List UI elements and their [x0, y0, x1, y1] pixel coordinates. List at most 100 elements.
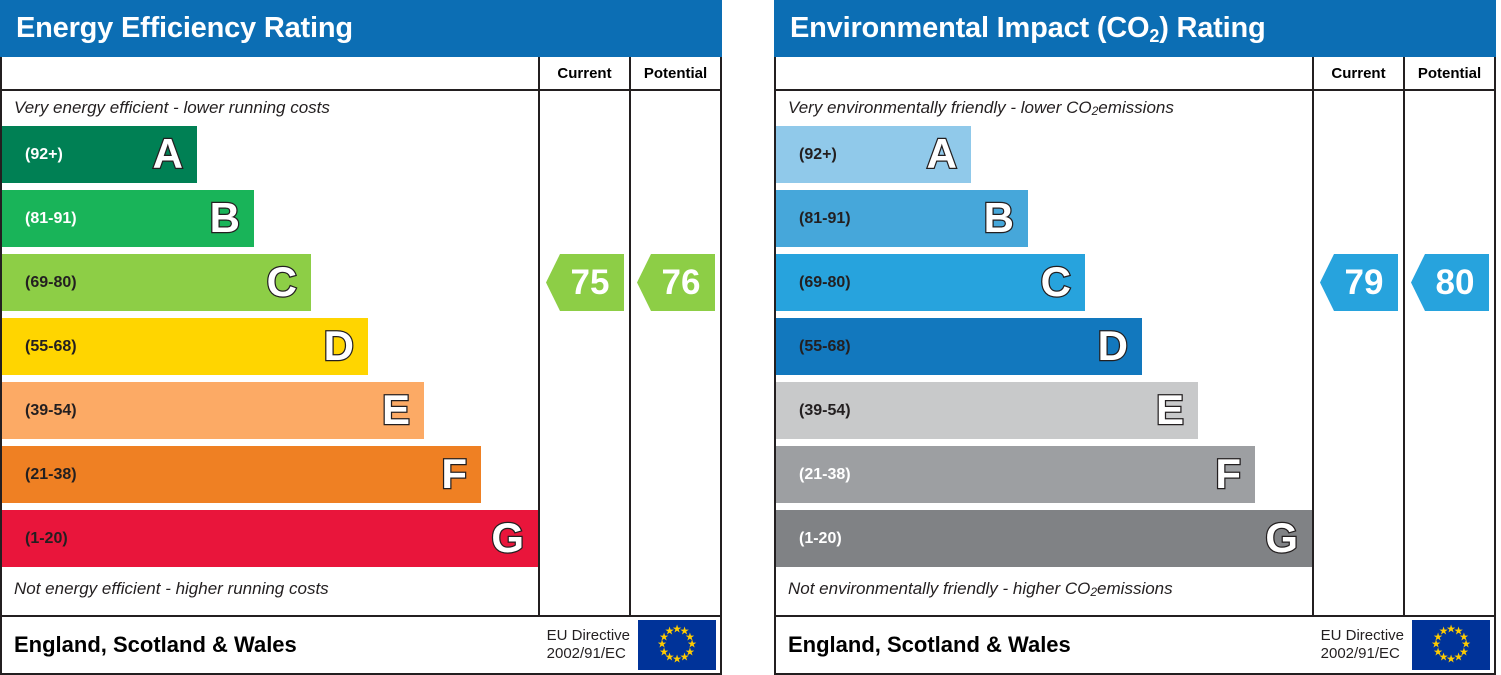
energy-band-range-f: (21-38) — [25, 465, 77, 483]
environmental-caption-top-suffix: emissions — [1098, 97, 1174, 117]
energy-band-letter-e: E — [381, 385, 412, 433]
environmental-band-range-g: (1-20) — [799, 529, 842, 547]
environmental-caption-top-subscript: 2 — [1091, 103, 1099, 118]
energy-band-letter-a: A — [151, 129, 184, 177]
environmental-caption-bottom-subscript: 2 — [1090, 585, 1098, 599]
environmental-band-range-e: (39-54) — [799, 401, 851, 419]
environmental-band-letter-c: C — [1039, 257, 1072, 305]
energy-chart-body: Current Potential Very energy efficient … — [0, 57, 722, 617]
environmental-band-range-f: (21-38) — [799, 465, 851, 483]
environmental-current-value-column: 79 — [1312, 91, 1403, 615]
energy-directive-line-1: EU Directive — [546, 626, 630, 644]
environmental-band-c: (69-80) C — [776, 254, 1085, 311]
environmental-band-b: (81-91) B — [776, 190, 1028, 247]
energy-current-rating-marker: 75 — [546, 254, 624, 311]
energy-footer-directive: EU Directive 2002/91/EC — [547, 627, 638, 664]
energy-directive-line-2: 2002/91/EC — [546, 645, 626, 662]
energy-band-c: (69-80) C — [2, 254, 311, 311]
energy-band-range-a: (92+) — [25, 145, 63, 163]
environmental-scale-region: Very environmentally friendly - lower CO… — [776, 91, 1494, 615]
energy-scale-region: Very energy efficient - lower running co… — [2, 91, 720, 615]
environmental-band-letter-b: B — [982, 193, 1015, 241]
energy-current-column-header: Current — [538, 57, 629, 89]
environmental-band-range-a: (92+) — [799, 145, 837, 163]
energy-potential-value-column: 76 — [629, 91, 720, 615]
environmental-directive-line-2: 2002/91/EC — [1320, 645, 1400, 662]
environmental-band-range-b: (81-91) — [799, 209, 851, 227]
eu-flag-icon — [1412, 620, 1490, 670]
energy-band-a: (92+) A — [2, 126, 197, 183]
energy-band-range-d: (55-68) — [25, 337, 77, 355]
environmental-title-suffix: ) Rating — [1159, 12, 1266, 44]
environmental-band-range-d: (55-68) — [799, 337, 851, 355]
environmental-band-a: (92+) A — [776, 126, 971, 183]
energy-caption-top: Very energy efficient - lower running co… — [14, 97, 330, 117]
environmental-band-bars: (92+) A (81-91) B (69-80) C (55-68) D (39-54) E (2… — [776, 124, 1312, 572]
environmental-chart-title: Environmental Impact (CO2) Rating — [790, 12, 1266, 46]
energy-chart-header: Energy Efficiency Rating — [0, 0, 722, 57]
environmental-caption-bottom-prefix: Not environmentally friendly - higher CO — [788, 579, 1091, 598]
energy-potential-rating-marker: 76 — [637, 254, 715, 311]
environmental-band-range-c: (69-80) — [799, 273, 851, 291]
energy-band-letter-d: D — [322, 321, 355, 369]
energy-band-letter-f: F — [440, 449, 468, 497]
environmental-band-letter-f: F — [1214, 449, 1242, 497]
energy-band-range-c: (69-80) — [25, 273, 77, 291]
energy-column-header-row: Current Potential — [2, 57, 720, 91]
energy-band-range-e: (39-54) — [25, 401, 77, 419]
energy-chart-title: Energy Efficiency Rating — [16, 12, 353, 44]
environmental-band-letter-g: G — [1264, 513, 1299, 561]
energy-caption-bottom: Not energy efficient - higher running co… — [14, 579, 329, 598]
energy-bands-column: Very energy efficient - lower running co… — [2, 91, 538, 615]
environmental-current-rating-marker: 79 — [1320, 254, 1398, 311]
energy-band-letter-g: G — [490, 513, 525, 561]
environmental-colhead-spacer — [776, 57, 1312, 89]
energy-potential-rating-value: 76 — [661, 262, 701, 302]
energy-colhead-spacer — [2, 57, 538, 89]
environmental-potential-rating-value: 80 — [1435, 262, 1475, 302]
energy-band-range-g: (1-20) — [25, 529, 68, 547]
environmental-chart-footer: England, Scotland & Wales EU Directive 2… — [774, 617, 1496, 675]
environmental-band-g: (1-20) G — [776, 510, 1312, 567]
environmental-chart-header: Environmental Impact (CO2) Rating — [774, 0, 1496, 57]
energy-band-f: (21-38) F — [2, 446, 481, 503]
eu-flag-icon — [638, 620, 716, 670]
environmental-caption-top: Very environmentally friendly - lower CO… — [776, 91, 1312, 124]
environmental-caption-top-prefix: Very environmentally friendly - lower CO — [788, 97, 1092, 117]
environmental-potential-rating-marker: 80 — [1411, 254, 1489, 311]
environmental-title-subscript: 2 — [1149, 26, 1160, 46]
environmental-band-d: (55-68) D — [776, 318, 1142, 375]
environmental-band-letter-d: D — [1096, 321, 1129, 369]
environmental-band-letter-e: E — [1155, 385, 1186, 433]
environmental-impact-rating-chart: Environmental Impact (CO2) Rating Curren… — [774, 0, 1496, 675]
energy-current-value-column: 75 — [538, 91, 629, 615]
energy-band-d: (55-68) D — [2, 318, 368, 375]
energy-band-e: (39-54) E — [2, 382, 424, 439]
energy-potential-column-header: Potential — [629, 57, 720, 89]
environmental-band-f: (21-38) F — [776, 446, 1255, 503]
environmental-current-rating-value: 79 — [1344, 262, 1384, 302]
energy-band-letter-c: C — [265, 257, 298, 305]
environmental-caption-bottom: Not environmentally friendly - higher CO… — [776, 572, 1312, 606]
energy-footer-region-label: England, Scotland & Wales — [14, 632, 297, 657]
energy-band-letter-b: B — [208, 193, 241, 241]
energy-chart-footer: England, Scotland & Wales EU Directive 2… — [0, 617, 722, 675]
energy-band-bars: (92+) A (81-91) B (69-80) C (55-68) D (39-54) E (2… — [2, 124, 538, 572]
environmental-band-e: (39-54) E — [776, 382, 1198, 439]
environmental-footer-region-label: England, Scotland & Wales — [788, 632, 1071, 657]
environmental-band-letter-a: A — [925, 129, 958, 177]
environmental-bands-column: Very environmentally friendly - lower CO… — [776, 91, 1312, 615]
energy-current-rating-value: 75 — [570, 262, 610, 302]
energy-band-range-b: (81-91) — [25, 209, 77, 227]
environmental-footer-directive: EU Directive 2002/91/EC — [1321, 627, 1412, 664]
environmental-caption-bottom-suffix: emissions — [1097, 579, 1173, 598]
environmental-title-prefix: Environmental Impact (CO — [790, 12, 1150, 44]
environmental-potential-value-column: 80 — [1403, 91, 1494, 615]
environmental-column-header-row: Current Potential — [776, 57, 1494, 91]
environmental-current-column-header: Current — [1312, 57, 1403, 89]
environmental-chart-body: Current Potential Very environmentally f… — [774, 57, 1496, 617]
environmental-potential-column-header: Potential — [1403, 57, 1494, 89]
energy-band-g: (1-20) G — [2, 510, 538, 567]
environmental-directive-line-1: EU Directive — [1320, 626, 1404, 644]
